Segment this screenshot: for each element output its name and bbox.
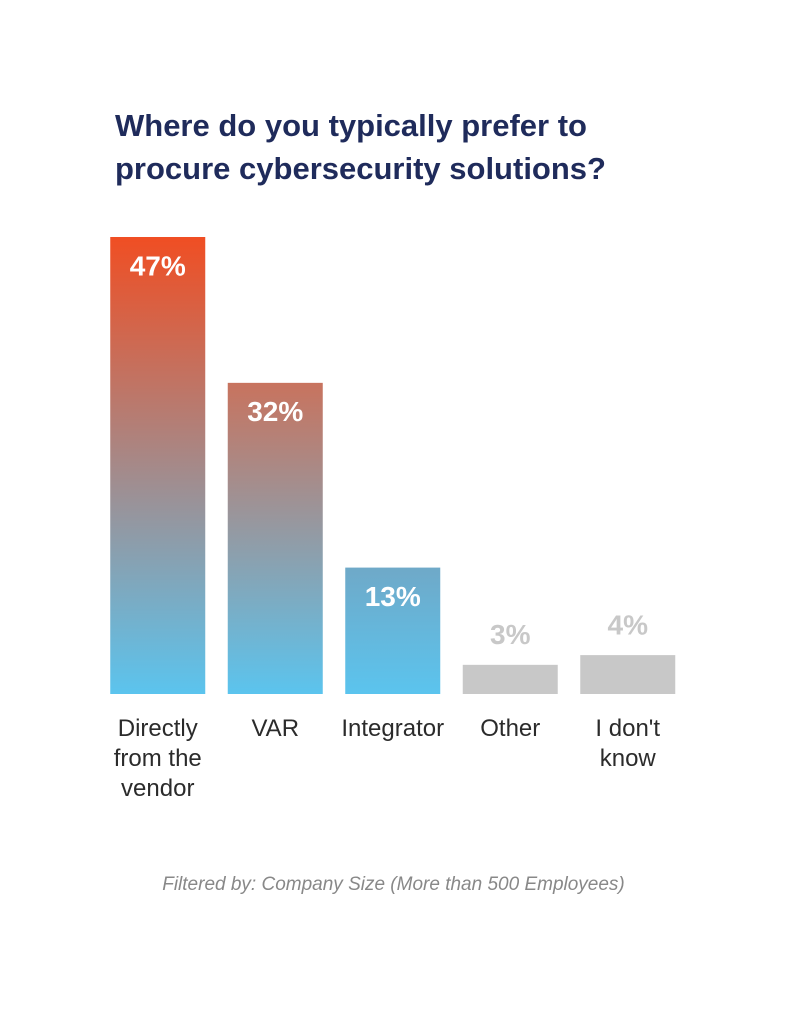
value-label: 4% xyxy=(608,609,649,640)
value-label: 3% xyxy=(490,619,531,650)
chart-title: Where do you typically prefer to procure… xyxy=(115,108,606,186)
footnote: Filtered by: Company Size (More than 500… xyxy=(162,874,625,895)
category-label: Integrator xyxy=(341,715,445,742)
category-label: I don't know xyxy=(595,715,661,772)
bar xyxy=(227,382,323,694)
category-label: Other xyxy=(480,715,541,742)
bar xyxy=(580,655,676,694)
value-label: 13% xyxy=(365,581,421,612)
value-label: 47% xyxy=(130,250,186,281)
bar xyxy=(462,664,558,694)
bar xyxy=(110,237,206,694)
bar xyxy=(345,567,441,694)
category-label: VAR xyxy=(251,715,300,742)
value-label: 32% xyxy=(247,396,303,427)
category-label: Directly from the vendor xyxy=(113,715,202,802)
